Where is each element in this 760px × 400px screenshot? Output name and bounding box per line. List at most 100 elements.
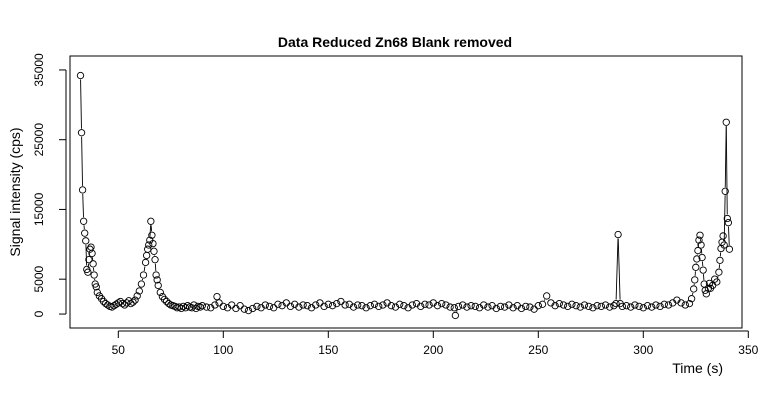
data-point: [471, 302, 479, 311]
data-point: [370, 300, 379, 308]
data-point: [610, 302, 618, 310]
data-point: [211, 301, 219, 309]
data-point: [133, 292, 141, 300]
series-line-segment: [728, 226, 730, 246]
y-tick-label: 15000: [32, 192, 46, 226]
data-point: [722, 118, 730, 126]
data-point: [387, 302, 395, 310]
data-point: [551, 302, 559, 310]
series-line-segment: [617, 238, 621, 300]
series-line-segment: [82, 193, 84, 218]
data-point: [713, 278, 721, 286]
data-point: [366, 302, 374, 310]
x-tick-label: 250: [528, 343, 548, 357]
data-point: [324, 300, 332, 308]
data-point: [354, 301, 362, 309]
data-point: [349, 303, 358, 311]
data-point: [692, 263, 700, 271]
data-point: [341, 301, 349, 309]
data-point: [87, 243, 95, 251]
plot-frame: [69, 55, 743, 329]
data-point: [723, 214, 731, 223]
data-point: [627, 303, 635, 311]
data-point: [160, 295, 169, 304]
data-point: [612, 299, 620, 308]
data-point: [451, 311, 459, 320]
data-point: [286, 302, 295, 311]
y-tick-label: 0: [32, 310, 46, 317]
data-point: [639, 304, 647, 312]
data-point: [417, 302, 425, 311]
data-point: [190, 301, 198, 309]
data-point: [198, 302, 206, 310]
data-point: [153, 276, 161, 284]
data-point: [177, 304, 185, 313]
data-point: [597, 302, 605, 311]
data-point: [171, 302, 179, 311]
data-point: [522, 302, 530, 311]
series-line-segment: [543, 299, 546, 301]
data-point: [719, 232, 727, 240]
series-line-segment: [81, 136, 83, 186]
data-point: [720, 241, 728, 249]
y-axis-label: Signal intensity (cps): [7, 127, 23, 256]
data-point: [142, 251, 151, 260]
data-point: [92, 283, 100, 291]
data-point: [450, 304, 458, 312]
data-point: [538, 300, 547, 308]
data-point: [150, 247, 158, 255]
data-point: [85, 256, 93, 264]
data-point: [687, 295, 696, 303]
y-axis: 0 5000 15000 25000 35000: [32, 53, 67, 317]
series-line-segment: [456, 310, 458, 312]
data-point: [715, 268, 723, 276]
x-tick-label: 200: [423, 343, 443, 357]
data-point: [446, 303, 454, 311]
data-point: [585, 302, 593, 311]
data-point: [555, 299, 563, 308]
data-point: [463, 303, 471, 311]
data-point: [114, 299, 122, 307]
data-point: [303, 302, 311, 310]
data-point: [202, 303, 211, 311]
data-point: [148, 231, 156, 239]
data-point: [240, 305, 248, 313]
data-point: [408, 301, 416, 309]
data-point: [677, 299, 685, 307]
data-point: [568, 300, 576, 308]
data-point: [131, 296, 139, 304]
data-point: [261, 301, 269, 309]
data-point: [572, 302, 580, 310]
data-point: [84, 268, 92, 276]
series-line-segment: [149, 225, 152, 237]
data-point: [137, 280, 146, 288]
data-point: [219, 302, 227, 311]
data-point: [631, 301, 639, 309]
data-point: [696, 231, 704, 239]
data-point: [312, 301, 320, 309]
y-tick-label: 35000: [32, 53, 46, 87]
data-point: [716, 256, 724, 264]
data-point: [93, 288, 101, 297]
data-point: [154, 281, 162, 290]
data-point: [149, 239, 157, 248]
data-point: [88, 249, 96, 258]
data-point: [534, 302, 542, 310]
data-point: [509, 304, 517, 312]
data-point: [253, 302, 261, 311]
data-point: [694, 246, 702, 255]
data-point: [690, 285, 698, 293]
data-point: [725, 245, 734, 253]
data-point: [82, 237, 90, 245]
data-point: [333, 299, 341, 308]
data-point: [270, 304, 278, 312]
series-line-segment: [154, 263, 157, 272]
series-line-segment: [143, 266, 146, 272]
data-point: [559, 301, 568, 309]
data-point: [576, 303, 584, 311]
data-point: [433, 302, 442, 310]
data-series: [76, 71, 734, 320]
data-point: [697, 241, 705, 249]
series-line-segment: [615, 238, 619, 300]
